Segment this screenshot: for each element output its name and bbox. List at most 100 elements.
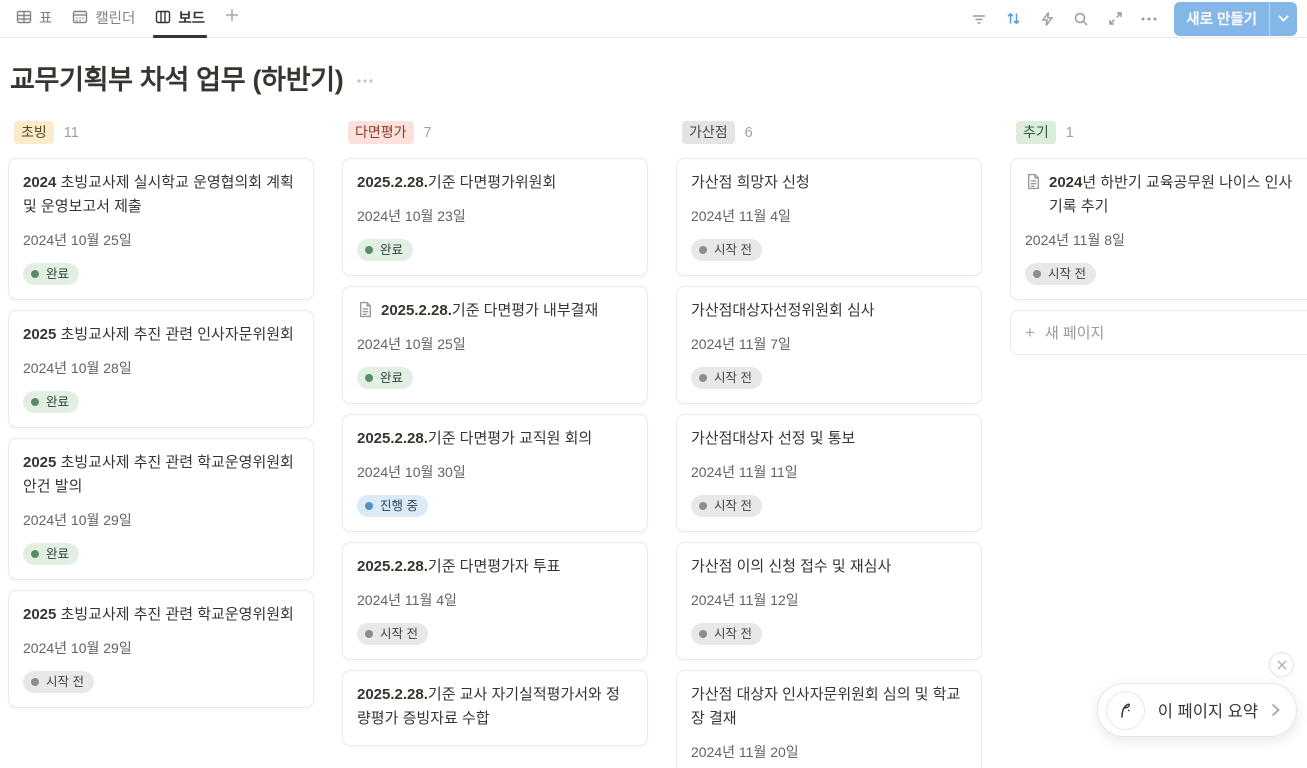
new-page-button[interactable]: + 새 페이지 bbox=[1010, 310, 1307, 355]
card-title: 가산점 이의 신청 접수 및 재심사 bbox=[691, 558, 892, 575]
page-icon bbox=[1025, 171, 1042, 219]
board-card[interactable]: 가산점 대상자 인사자문위원회 심의 및 학교장 결재 2024년 11월 20일 bbox=[676, 670, 982, 768]
title-row: 교무기획부 차석 업무 (하반기) bbox=[0, 38, 1307, 115]
status-dot-icon bbox=[1033, 270, 1041, 278]
status-badge: 완료 bbox=[357, 239, 414, 261]
status-dot-icon bbox=[31, 398, 39, 406]
board-card[interactable]: 2025.2.28.기준 다면평가위원회 2024년 10월 23일 완료 bbox=[342, 158, 648, 276]
page-title: 교무기획부 차석 업무 (하반기) bbox=[10, 65, 344, 95]
card-title-row: 2024년 하반기 교육공무원 나이스 인사기록 추기 bbox=[1025, 171, 1301, 219]
card-date: 2024년 10월 25일 bbox=[357, 336, 466, 352]
board-card[interactable]: 2025.2.28.기준 교사 자기실적평가서와 정량평가 증빙자료 수합 bbox=[342, 670, 648, 746]
card-title-row: 가산점 희망자 신청 bbox=[691, 171, 967, 195]
new-button-group: 새로 만들기 bbox=[1174, 1, 1297, 36]
ai-summary-close-button[interactable] bbox=[1269, 652, 1294, 677]
more-icon bbox=[357, 79, 374, 83]
chevron-right-icon bbox=[1271, 703, 1280, 717]
lightning-icon bbox=[1041, 11, 1054, 26]
plus-icon bbox=[226, 9, 239, 21]
search-button[interactable] bbox=[1066, 5, 1096, 33]
sort-button[interactable] bbox=[998, 5, 1028, 33]
column-count: 1 bbox=[1065, 124, 1074, 141]
more-icon bbox=[1141, 17, 1157, 20]
column-tag[interactable]: 초빙 bbox=[14, 121, 54, 144]
board-card[interactable]: 2025 초빙교사제 추진 관련 학교운영위원회 2024년 10월 29일 시작 … bbox=[8, 590, 314, 708]
board-card[interactable]: 2025.2.28.기준 다면평가 내부결재 2024년 10월 25일 완료 bbox=[342, 286, 648, 404]
tab-board[interactable]: 보드 bbox=[147, 1, 213, 38]
card-title-row: 2025.2.28.기준 다면평가 교직원 회의 bbox=[357, 427, 633, 451]
filter-icon bbox=[973, 14, 986, 24]
card-date: 2024년 10월 29일 bbox=[23, 512, 132, 528]
tab-calendar[interactable]: 캘린더 bbox=[64, 1, 143, 37]
status-badge: 시작 전 bbox=[691, 623, 762, 645]
calendar-icon bbox=[72, 9, 88, 25]
card-title-row: 2025.2.28.기준 다면평가위원회 bbox=[357, 171, 633, 195]
status-badge: 시작 전 bbox=[691, 495, 762, 517]
toolbar-actions: 새로 만들기 bbox=[964, 1, 1297, 36]
new-button-dropdown[interactable] bbox=[1269, 1, 1297, 36]
card-date: 2024년 11월 7일 bbox=[691, 336, 791, 352]
status-dot-icon bbox=[365, 502, 373, 510]
table-icon bbox=[16, 9, 32, 25]
card-title-row: 2025 초빙교사제 추진 관련 학교운영위원회 안건 발의 bbox=[23, 451, 299, 499]
more-button[interactable] bbox=[1134, 5, 1164, 33]
card-date: 2024년 10월 29일 bbox=[23, 640, 132, 656]
card-title: 가산점 대상자 인사자문위원회 심의 및 학교장 결재 bbox=[691, 686, 961, 727]
card-date: 2024년 11월 11일 bbox=[691, 464, 798, 480]
board-card[interactable]: 2025 초빙교사제 추진 관련 학교운영위원회 안건 발의 2024년 10월 … bbox=[8, 438, 314, 580]
column-header: 다면평가 7 bbox=[342, 119, 648, 158]
board-card[interactable]: 2024 초빙교사제 실시학교 운영협의회 계획 및 운영보고서 제출 2024년… bbox=[8, 158, 314, 300]
board-card[interactable]: 가산점 희망자 신청 2024년 11월 4일 시작 전 bbox=[676, 158, 982, 276]
status-badge: 시작 전 bbox=[23, 671, 94, 693]
card-title-row: 2025.2.28.기준 교사 자기실적평가서와 정량평가 증빙자료 수합 bbox=[357, 683, 633, 731]
column-tag[interactable]: 다면평가 bbox=[348, 121, 414, 144]
status-badge: 시작 전 bbox=[691, 239, 762, 261]
column-header: 초빙 11 bbox=[8, 119, 314, 158]
tab-label: 보드 bbox=[178, 10, 206, 27]
column-count: 11 bbox=[63, 124, 79, 141]
expand-button[interactable] bbox=[1100, 5, 1130, 33]
sort-icon bbox=[1007, 12, 1020, 25]
tab-table[interactable]: 표 bbox=[8, 1, 60, 37]
view-toolbar: 표 캘린더 보드 bbox=[0, 0, 1307, 38]
board-card[interactable]: 가산점대상자선정위원회 심사 2024년 11월 7일 시작 전 bbox=[676, 286, 982, 404]
filter-button[interactable] bbox=[964, 5, 994, 33]
status-badge: 완료 bbox=[23, 263, 80, 285]
chevron-down-icon bbox=[1278, 15, 1289, 22]
status-badge: 시작 전 bbox=[1025, 263, 1096, 285]
card-title: 2025.2.28.기준 다면평가위원회 bbox=[357, 174, 557, 191]
add-view-button[interactable] bbox=[217, 2, 247, 35]
ai-summary-button[interactable]: 이 페이지 요약 bbox=[1096, 683, 1297, 737]
card-date: 2024년 11월 8일 bbox=[1025, 232, 1125, 248]
automation-button[interactable] bbox=[1032, 5, 1062, 33]
status-badge: 시작 전 bbox=[357, 623, 428, 645]
card-title-row: 2025 초빙교사제 추진 관련 인사자문위원회 bbox=[23, 323, 299, 347]
column-tag[interactable]: 가산점 bbox=[682, 121, 735, 144]
board-card[interactable]: 2025 초빙교사제 추진 관련 인사자문위원회 2024년 10월 28일 완료 bbox=[8, 310, 314, 428]
status-badge: 시작 전 bbox=[691, 367, 762, 389]
title-more-button[interactable] bbox=[357, 72, 374, 83]
card-date: 2024년 11월 12일 bbox=[691, 592, 799, 608]
expand-icon bbox=[1109, 12, 1122, 25]
status-dot-icon bbox=[699, 502, 707, 510]
column-header: 추기 1 bbox=[1010, 119, 1307, 158]
kanban-board: 초빙 11 2024 초빙교사제 실시학교 운영협의회 계획 및 운영보고서 제출 2… bbox=[0, 115, 1307, 768]
card-title: 가산점대상자 선정 및 통보 bbox=[691, 430, 856, 447]
card-title-row: 가산점대상자 선정 및 통보 bbox=[691, 427, 967, 451]
column-tag[interactable]: 추기 bbox=[1016, 121, 1056, 144]
plus-icon: + bbox=[1025, 322, 1035, 342]
board-card[interactable]: 2025.2.28.기준 다면평가 교직원 회의 2024년 10월 30일 진행 … bbox=[342, 414, 648, 532]
board-card[interactable]: 2025.2.28.기준 다면평가자 투표 2024년 11월 4일 시작 전 bbox=[342, 542, 648, 660]
close-icon bbox=[1277, 660, 1286, 669]
card-date: 2024년 11월 20일 bbox=[691, 744, 799, 760]
card-list: 2025.2.28.기준 다면평가위원회 2024년 10월 23일 완료 2025.… bbox=[342, 158, 648, 746]
status-dot-icon bbox=[699, 246, 707, 254]
card-title: 2024년 하반기 교육공무원 나이스 인사기록 추기 bbox=[1049, 174, 1293, 215]
search-icon bbox=[1075, 12, 1088, 26]
new-button[interactable]: 새로 만들기 bbox=[1174, 1, 1269, 36]
card-title: 2024 초빙교사제 실시학교 운영협의회 계획 및 운영보고서 제출 bbox=[23, 174, 294, 215]
